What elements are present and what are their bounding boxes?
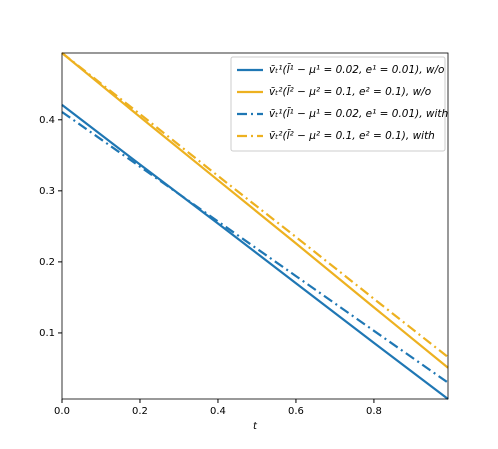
x-tick-label: 0.2 [132,406,148,417]
legend-label: v̄ₜ¹(l̄¹ − μ¹ = 0.02, e¹ = 0.01), with [269,107,448,120]
series-line [61,111,449,384]
x-tick-label: 0.6 [288,406,304,417]
x-axis-label: t [253,421,258,432]
series-line [61,52,449,358]
legend-label: v̄ₜ²(l̄² − μ² = 0.1, e² = 0.1), w/o [269,85,431,98]
x-tick-label: 0.0 [54,406,70,417]
legend-label: v̄ₜ²(l̄² − μ² = 0.1, e² = 0.1), with [269,129,435,142]
series-line [61,103,449,400]
y-tick-label: 0.1 [39,328,55,339]
y-tick-label: 0.4 [39,115,55,126]
y-tick-label: 0.2 [39,257,55,268]
plot-frame [61,52,449,400]
legend-label: v̄ₜ¹(l̄¹ − μ¹ = 0.02, e¹ = 0.01), w/o [269,63,444,76]
legend-box [230,56,446,152]
x-tick-label: 0.8 [366,406,382,417]
x-tick-label: 0.4 [210,406,226,417]
series-line [61,52,449,369]
y-tick-label: 0.3 [39,186,55,197]
